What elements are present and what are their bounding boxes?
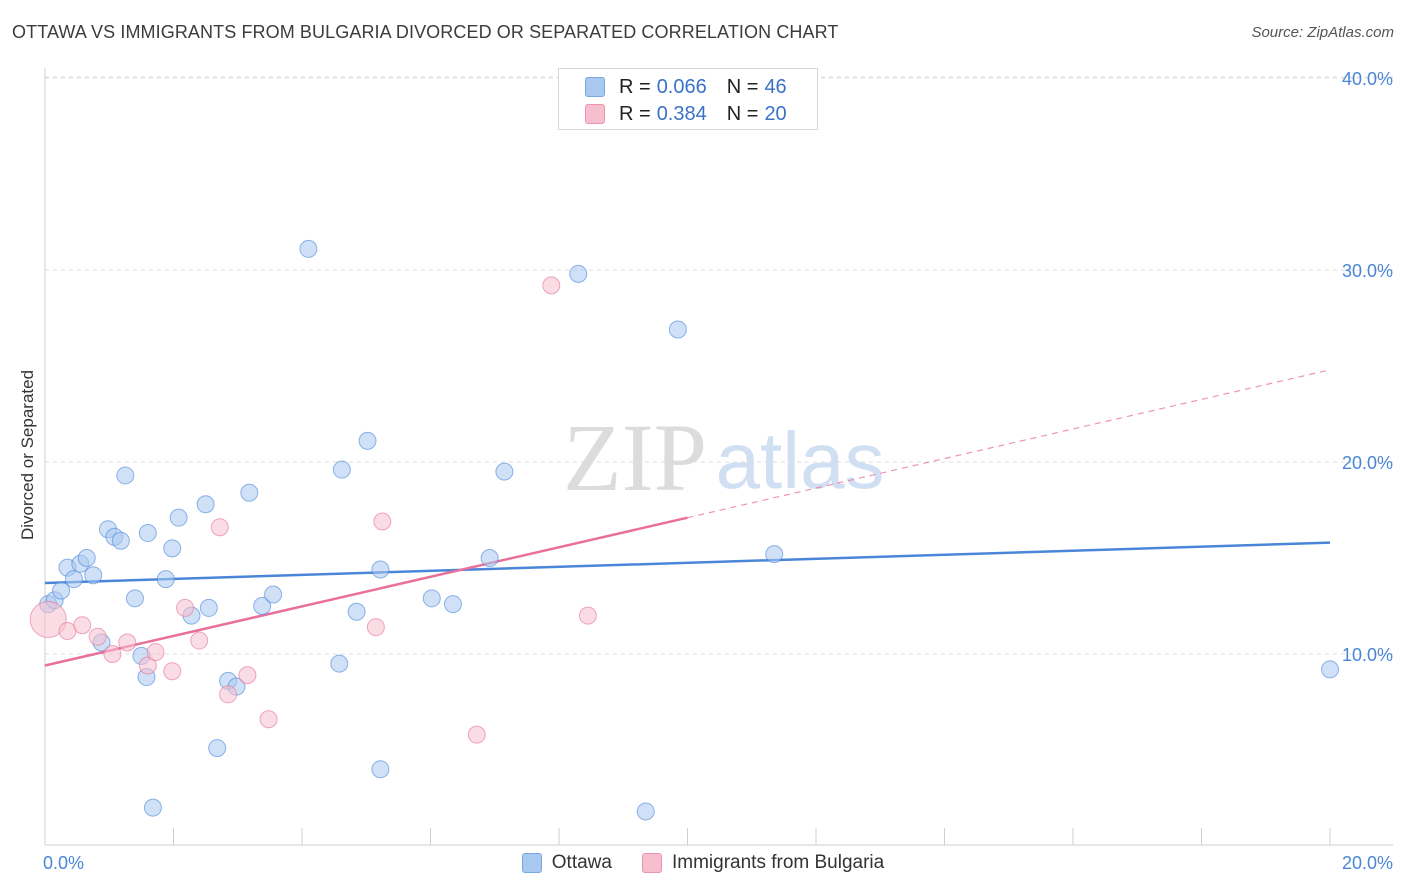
bulgaria-point xyxy=(163,662,182,681)
legend-r-label: R = xyxy=(619,102,651,125)
series-legend-bulgaria[interactable]: Immigrants from Bulgaria xyxy=(641,852,885,874)
bulgaria-point xyxy=(138,656,157,675)
ottawa-point xyxy=(480,549,499,567)
trend-lines xyxy=(44,369,1331,667)
ottawa-point xyxy=(422,589,441,608)
legend-n-label: N = xyxy=(726,75,759,98)
series-legend: Ottawa Immigrants from Bulgaria xyxy=(0,852,1406,874)
legend-swatch-ottawa xyxy=(585,77,605,97)
chart-title: OTTAWA VS IMMIGRANTS FROM BULGARIA DIVOR… xyxy=(12,22,839,42)
bulgaria-point xyxy=(73,616,92,635)
x-tick-label-max: 20.0% xyxy=(1342,853,1393,873)
ottawa-point xyxy=(765,545,784,564)
ottawa-point xyxy=(495,462,514,481)
axes xyxy=(44,68,1393,846)
series-legend-ottawa[interactable]: Ottawa xyxy=(521,852,612,874)
series-label-bulgaria: Immigrants from Bulgaria xyxy=(671,852,885,873)
ottawa-point xyxy=(199,598,218,617)
bulgaria-point xyxy=(238,666,257,685)
bulgaria-point xyxy=(118,633,137,652)
legend-n-value: 20 xyxy=(764,102,787,125)
legend-row-ottawa: R = 0.066 N = 46 xyxy=(585,74,787,100)
trend-line xyxy=(44,541,1331,585)
bulgaria-point xyxy=(88,627,107,646)
ottawa-point xyxy=(332,460,351,479)
ottawa-point xyxy=(169,508,188,527)
ottawa-point xyxy=(299,239,318,258)
ottawa-point xyxy=(636,802,655,821)
bulgaria-point xyxy=(578,606,597,625)
ottawa-point xyxy=(371,760,390,779)
bulgaria-point xyxy=(219,685,238,704)
ottawa-point xyxy=(77,549,96,567)
bulgaria-point xyxy=(373,512,392,531)
ottawa-point xyxy=(143,798,162,817)
ottawa-point xyxy=(264,585,283,604)
ottawa-point xyxy=(371,560,390,579)
trend-line-solid xyxy=(44,516,688,667)
legend-r-value: 0.066 xyxy=(656,75,707,98)
bulgaria-point xyxy=(190,631,209,650)
legend-n-value: 46 xyxy=(764,75,787,98)
watermark-zip: ZIP xyxy=(563,404,707,511)
ottawa-point xyxy=(52,581,71,600)
watermark-atlas: atlas xyxy=(716,416,885,505)
y-tick-label: 20.0% xyxy=(1342,453,1393,473)
legend-swatch-bulgaria xyxy=(585,104,605,124)
legend-n-label: N = xyxy=(726,102,759,125)
ottawa-point xyxy=(156,570,175,589)
data-points xyxy=(29,239,1339,821)
bulgaria-point xyxy=(467,725,486,744)
ottawa-point xyxy=(358,431,377,450)
y-tick-label: 40.0% xyxy=(1342,69,1393,89)
y-tick-label: 30.0% xyxy=(1342,261,1393,281)
ottawa-point xyxy=(125,589,144,608)
series-swatch-bulgaria xyxy=(641,853,662,873)
ottawa-point xyxy=(196,495,215,514)
tick-labels: 10.0% 20.0% 30.0% 40.0% 0.0% 20.0% xyxy=(43,69,1393,873)
ottawa-point xyxy=(111,531,130,550)
ottawa-point xyxy=(163,539,182,558)
ottawa-point xyxy=(116,466,135,485)
bulgaria-point xyxy=(103,645,122,663)
legend-r-label: R = xyxy=(619,75,651,98)
ottawa-point xyxy=(347,602,366,621)
bulgaria-point xyxy=(259,710,278,729)
bulgaria-point xyxy=(542,276,561,295)
bulgaria-point xyxy=(366,618,385,637)
ottawa-point xyxy=(253,597,272,615)
bulgaria-point xyxy=(146,643,165,662)
ottawa-point xyxy=(64,570,83,589)
source-label: Source: ZipAtlas.com xyxy=(1251,24,1394,41)
ottawa-point xyxy=(569,264,588,283)
ottawa-point xyxy=(1321,660,1339,679)
bulgaria-point xyxy=(210,518,229,537)
x-tick-label-min: 0.0% xyxy=(43,853,84,873)
ottawa-point xyxy=(443,595,462,614)
grid xyxy=(45,76,1395,655)
y-tick-label: 10.0% xyxy=(1342,645,1393,665)
bulgaria-point xyxy=(29,600,67,638)
legend-row-bulgaria: R = 0.384 N = 20 xyxy=(585,101,787,127)
ottawa-point xyxy=(240,483,259,502)
ottawa-point xyxy=(668,320,687,339)
ottawa-point xyxy=(138,524,157,543)
ottawa-point xyxy=(208,739,227,758)
ottawa-point xyxy=(330,654,349,673)
series-label-ottawa: Ottawa xyxy=(551,852,612,873)
correlation-legend: R = 0.066 N = 46 R = 0.384 N = 20 xyxy=(558,68,818,130)
series-swatch-ottawa xyxy=(521,853,542,873)
bulgaria-point xyxy=(176,598,195,617)
legend-r-value: 0.384 xyxy=(656,102,707,125)
ottawa-point xyxy=(84,566,103,585)
